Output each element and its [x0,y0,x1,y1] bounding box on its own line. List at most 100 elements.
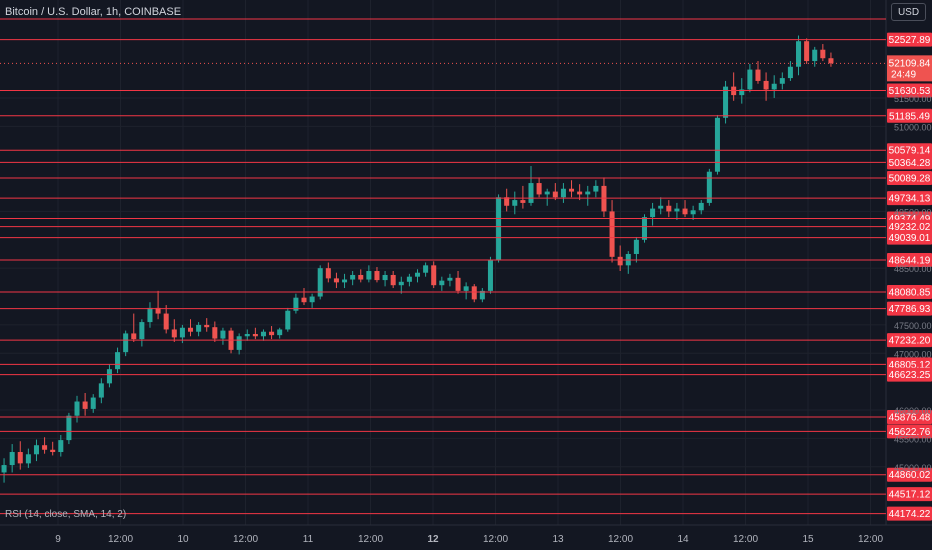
level-price-tag [887,467,932,482]
chart-title: Bitcoin / U.S. Dollar, 1h, COINBASE [5,6,182,18]
level-price-tag [887,333,932,348]
rsi-indicator-label[interactable]: RSI (14, close, SMA, 14, 2) [5,509,127,520]
level-price-tag [887,219,932,234]
level-price-tag [887,367,932,382]
candle-body [633,239,639,254]
candle-body [641,217,648,240]
level-price-label: 44860.02 [889,470,931,481]
price-tick-label: 47000.00 [894,349,932,359]
candle-body [593,185,599,192]
candle-body [423,265,429,273]
level-price-tag [887,83,932,98]
candle-body [739,89,745,96]
price-tick-label: 45500.00 [894,434,932,444]
candle-body [98,383,104,398]
level-price-label: 46805.12 [889,360,931,371]
price-tick-label: 51500.00 [894,94,932,104]
candle-body [252,333,258,337]
candle-body [723,86,729,118]
time-axis[interactable]: 9 12:00 10 12:00 11 12:00 12 12:00 13 12:00 14 12:0… [55,534,883,545]
candle-body [479,290,485,300]
candle-body [179,327,185,338]
candle-body [779,78,785,84]
candle-body [285,310,291,330]
candle-body [504,197,510,206]
level-price-label: 47786.93 [889,304,931,315]
time-tick-label: 11 [303,534,314,545]
candle-body [431,265,437,286]
candle-body [293,297,299,311]
candle-body [58,440,64,453]
level-price-label: 49374.49 [889,214,931,225]
level-price-label: 44174.22 [889,509,931,520]
candle-body [617,256,623,266]
candle-body [204,324,210,328]
level-price-tag [887,506,932,521]
candle-body [520,200,526,203]
time-tick-label: 12:00 [358,534,383,545]
candle-body [317,268,323,297]
level-price-label: 50364.28 [889,158,931,169]
candle-body [820,49,826,59]
candle-body [260,331,266,337]
candle-body [666,205,672,212]
time-tick-label: 12:00 [483,534,508,545]
candle-body [812,49,818,62]
candle-body [236,336,242,350]
level-price-label: 47232.20 [889,336,931,347]
candle-body [682,208,688,215]
candle-body [796,41,802,67]
candle-body [569,188,575,192]
level-price-label: 51630.53 [889,86,931,97]
candle-body [674,208,680,212]
candle-body [106,369,112,384]
candle-body [382,274,388,281]
level-price-label: 48080.85 [889,287,931,298]
candle-body [650,208,656,218]
time-tick-label: 12:00 [608,534,633,545]
candle-body [414,272,421,277]
time-tick-label: 10 [177,534,189,545]
time-tick-label: 14 [677,534,689,545]
candle-body [406,276,412,282]
level-price-tag [887,284,932,299]
candle-body [763,80,769,90]
level-price-label: 51185.49 [889,111,930,122]
currency-button[interactable]: USD [891,3,926,21]
horizontal-levels[interactable]: 52527.89 51630.53 51185.49 50579.1450364.28… [0,18,932,521]
time-tick-label: 12:00 [108,534,133,545]
candle-body [212,327,218,339]
candle-body [309,296,315,303]
candle-body [544,191,550,195]
candle-body [366,271,372,280]
level-price-tag [887,155,932,170]
candle-body [90,397,96,409]
time-tick-label: 15 [802,534,814,545]
candle-body [155,307,161,314]
bar-countdown-label: 24:49 [891,69,916,80]
candle-body [25,454,31,464]
candle-body [42,445,48,450]
candle-body [787,66,793,79]
price-tick-label: 48500.00 [894,264,932,274]
chart-grid [0,0,886,525]
level-price-tag [887,252,932,267]
candle-body [171,329,177,338]
candle-body [187,327,194,332]
last-price-tag [887,55,932,82]
level-price-label: 50579.14 [889,146,931,157]
price-tick-label: 49500.00 [894,207,932,217]
level-price-label: 45622.76 [889,427,931,438]
candle-body [244,333,250,337]
candle-body [269,331,275,336]
candle-body [471,286,477,300]
candle-body [447,277,453,281]
candle-body [325,268,331,279]
price-axis[interactable]: 51500.00 51000.00 49500.00 48500.00 47500.00… [894,94,932,473]
price-tick-label: 45000.00 [894,463,932,473]
time-tick-label: 13 [552,534,564,545]
candle-body [9,452,15,466]
level-price-label: 44517.12 [889,490,931,501]
candle-body [342,279,348,283]
